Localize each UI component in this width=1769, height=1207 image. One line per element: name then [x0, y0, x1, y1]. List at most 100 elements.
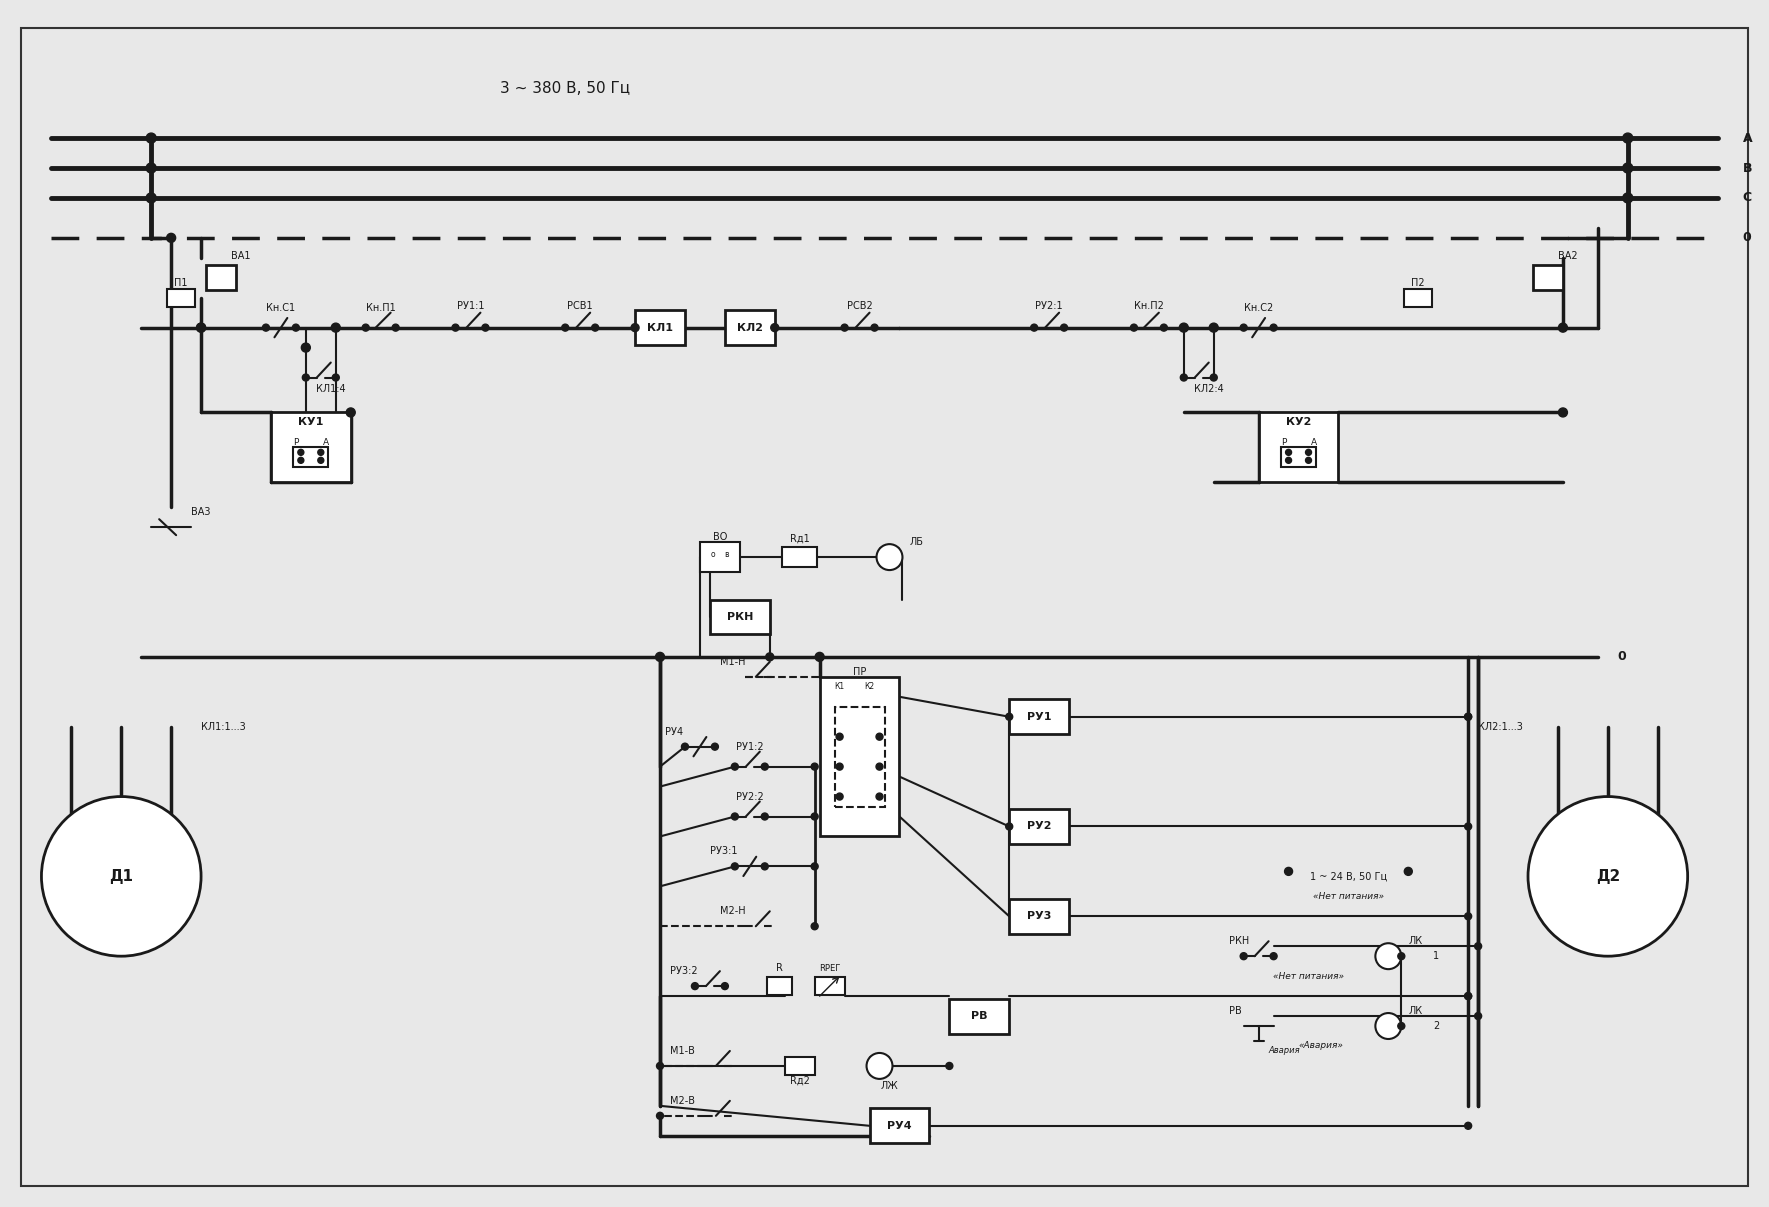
Circle shape [1375, 943, 1401, 969]
Bar [709, 600, 770, 635]
Text: Кн.П1: Кн.П1 [366, 303, 396, 313]
Bar [835, 707, 884, 806]
Text: A: A [1742, 132, 1751, 145]
Text: КУ2: КУ2 [1286, 418, 1311, 427]
Text: ЛК: ЛК [1408, 1007, 1422, 1016]
Text: РВ: РВ [1229, 1007, 1242, 1016]
Circle shape [1405, 868, 1412, 875]
Circle shape [766, 653, 773, 661]
Circle shape [1398, 1022, 1405, 1030]
Circle shape [1465, 912, 1472, 920]
Circle shape [1465, 823, 1472, 830]
Bar [1534, 266, 1564, 290]
Circle shape [876, 763, 883, 770]
Text: ВА2: ВА2 [1558, 251, 1578, 261]
Circle shape [1465, 992, 1472, 999]
Text: «Авария»: «Авария» [1298, 1042, 1343, 1050]
Circle shape [656, 653, 665, 661]
Bar [870, 1108, 929, 1143]
Bar [950, 998, 1008, 1033]
Circle shape [166, 233, 175, 243]
Circle shape [812, 814, 817, 820]
Text: Р: Р [294, 438, 299, 447]
Circle shape [722, 982, 729, 990]
Circle shape [1306, 457, 1311, 463]
Text: РУ1:1: РУ1:1 [456, 301, 485, 310]
Bar [701, 542, 739, 572]
Text: КЛ1:4: КЛ1:4 [317, 385, 345, 395]
Text: КЛ2: КЛ2 [738, 322, 762, 333]
Bar [205, 266, 235, 290]
Text: РУ2:1: РУ2:1 [1035, 301, 1063, 310]
Text: РУ4: РУ4 [665, 727, 683, 736]
Text: КЛ1: КЛ1 [647, 322, 672, 333]
Text: М2-Н: М2-Н [720, 906, 745, 916]
Circle shape [347, 408, 356, 416]
Circle shape [771, 323, 778, 332]
Text: ЛБ: ЛБ [909, 537, 923, 547]
Text: РУ3:1: РУ3:1 [709, 846, 738, 857]
Circle shape [1007, 823, 1012, 830]
Bar [166, 288, 195, 307]
Circle shape [1622, 133, 1633, 144]
Text: К2: К2 [865, 682, 874, 692]
Text: А: А [322, 438, 329, 447]
Circle shape [262, 325, 269, 331]
Bar [816, 978, 844, 995]
Text: Авария: Авария [1268, 1046, 1300, 1055]
Circle shape [1622, 193, 1633, 203]
Circle shape [812, 863, 817, 870]
Text: Р: Р [1281, 438, 1286, 447]
Circle shape [318, 449, 324, 455]
Text: РУ1: РУ1 [1026, 712, 1051, 722]
Circle shape [761, 814, 768, 820]
Text: B: B [1742, 162, 1751, 175]
Circle shape [1210, 374, 1217, 381]
Circle shape [1210, 323, 1219, 332]
Circle shape [363, 325, 370, 331]
Bar [1281, 448, 1316, 467]
Circle shape [1622, 163, 1633, 173]
Circle shape [731, 863, 738, 870]
Text: Кн.С1: Кн.С1 [267, 303, 295, 313]
Circle shape [837, 733, 844, 740]
Circle shape [1031, 325, 1038, 331]
Text: ВО: ВО [713, 532, 727, 542]
Text: РУ3: РУ3 [1028, 911, 1051, 921]
Circle shape [1270, 952, 1277, 960]
Bar [271, 413, 350, 483]
Circle shape [1558, 323, 1567, 332]
Bar [785, 1057, 816, 1075]
Text: КУ1: КУ1 [299, 418, 324, 427]
Circle shape [147, 133, 156, 144]
Text: РУ4: РУ4 [886, 1121, 911, 1131]
Circle shape [297, 449, 304, 455]
Text: C: C [1742, 192, 1751, 204]
Circle shape [876, 793, 883, 800]
Circle shape [814, 765, 816, 768]
Text: П2: П2 [1412, 278, 1426, 287]
Circle shape [1286, 457, 1291, 463]
Circle shape [632, 323, 639, 332]
Circle shape [147, 193, 156, 203]
Circle shape [318, 457, 324, 463]
Text: R: R [777, 963, 784, 973]
Bar [819, 677, 899, 836]
Text: 0: 0 [1619, 651, 1626, 664]
Text: РУ2:2: РУ2:2 [736, 792, 764, 801]
Text: 0: 0 [1742, 232, 1751, 244]
Circle shape [761, 763, 768, 770]
Text: в: в [725, 549, 729, 559]
Text: М2-В: М2-В [670, 1096, 695, 1106]
Circle shape [1465, 1123, 1472, 1130]
Circle shape [1061, 325, 1067, 331]
Text: РСВ1: РСВ1 [568, 301, 593, 310]
Circle shape [1130, 325, 1137, 331]
Circle shape [812, 763, 817, 770]
Text: Rд2: Rд2 [789, 1075, 810, 1086]
Bar [782, 547, 817, 567]
Text: RРЕГ: RРЕГ [819, 963, 840, 973]
Circle shape [867, 1053, 893, 1079]
Circle shape [816, 653, 824, 661]
Text: КЛ2:4: КЛ2:4 [1194, 385, 1224, 395]
